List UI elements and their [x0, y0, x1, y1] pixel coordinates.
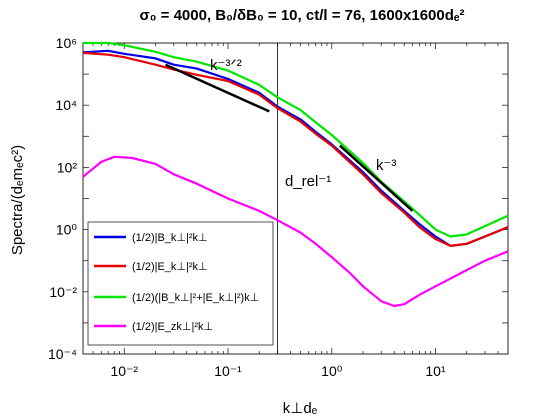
x-tick-label: 10⁻²: [110, 363, 138, 379]
legend-label: (1/2)|E_zk⊥|²k⊥: [132, 321, 213, 333]
legend-box: [87, 221, 274, 346]
slope-label-k-3: k⁻³: [376, 157, 396, 174]
legend-label: (1/2)(|B_k⊥|²+|E_k⊥|²)k⊥: [132, 292, 259, 304]
y-tick-label: 10⁻²: [49, 284, 77, 300]
chart-title: σ₀ = 4000, B₀/δB₀ = 10, ct/l = 76, 1600x…: [139, 7, 464, 24]
slope-line-1: [339, 144, 414, 212]
y-axis-label: Spectra/(dₑmₑc²): [9, 145, 26, 255]
y-tick-label: 10²: [57, 159, 78, 175]
series-line-1: [82, 51, 509, 247]
series-lines: [82, 41, 509, 308]
x-tick-labels: 10⁻² 10⁻¹ 10⁰ 10¹: [110, 363, 445, 379]
y-tick-label: 10⁴: [55, 97, 77, 113]
legend-label: (1/2)|B_k⊥|²k⊥: [132, 232, 208, 244]
drel-label: d_rel⁻¹: [285, 173, 331, 190]
y-tick-label: 10⁶: [56, 35, 77, 51]
legend-label: (1/2)|E_k⊥|²k⊥: [132, 261, 208, 273]
y-tick-labels: 10⁻⁴ 10⁻² 10⁰ 10² 10⁴ 10⁶: [48, 35, 77, 362]
chart-legend: (1/2)|B_k⊥|²k⊥ (1/2)|E_k⊥|²k⊥ (1/2)(|B_k⊥|…: [87, 221, 274, 346]
x-tick-label: 10⁰: [321, 363, 343, 379]
x-axis-label: k⊥dₑ: [283, 400, 318, 417]
reference-slope-lines: [165, 63, 414, 212]
slope-label-k-3-2: k⁻³ᐟ²: [210, 57, 242, 74]
series-line-2: [83, 41, 509, 238]
slope-line-0: [165, 63, 270, 113]
x-tick-label: 10¹: [425, 363, 446, 379]
series-line-3: [82, 155, 509, 308]
x-tick-label: 10⁻¹: [214, 363, 242, 379]
y-tick-label: 10⁰: [56, 222, 78, 238]
y-tick-label: 10⁻⁴: [48, 346, 77, 362]
